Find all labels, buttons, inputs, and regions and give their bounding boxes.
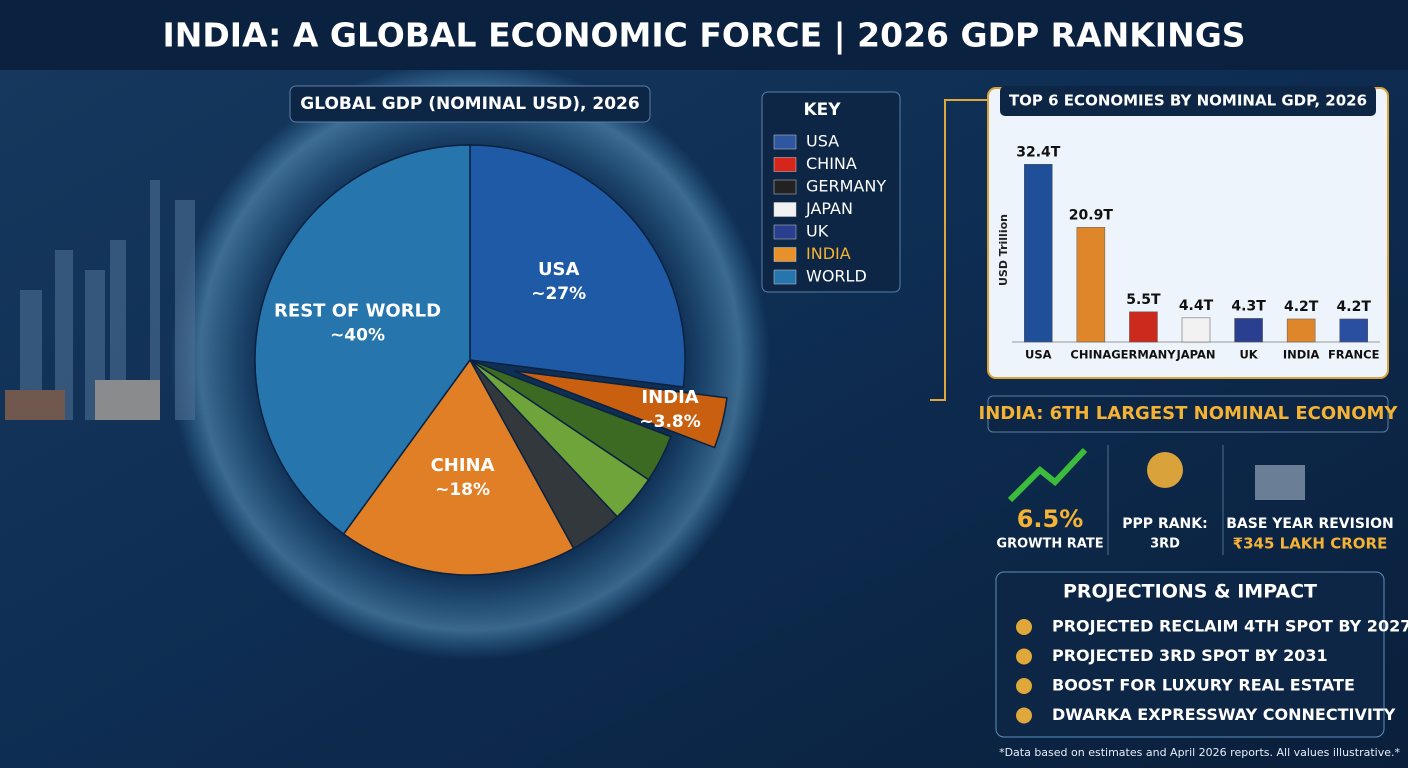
- pie-title: GLOBAL GDP (NOMINAL USD), 2026: [300, 94, 639, 114]
- key-label: USA: [806, 132, 839, 151]
- key-label: UK: [806, 222, 829, 241]
- bar: [1234, 318, 1263, 343]
- key-label: INDIA: [806, 244, 851, 263]
- projections: PROJECTED RECLAIM 4TH SPOT BY 2027 PROJEC…: [1016, 617, 1408, 724]
- value-label: 32.4T: [1016, 144, 1061, 160]
- key-label: GERMANY: [806, 177, 886, 196]
- stat-sub: ₹345 LAKH CRORE: [1233, 535, 1388, 553]
- key-title: KEY: [803, 100, 841, 120]
- projections-title: PROJECTIONS & IMPACT: [1063, 581, 1317, 603]
- projection-item: DWARKA EXPRESSWAY CONNECTIVITY: [1052, 705, 1396, 724]
- slice-label: REST OF WORLD: [274, 300, 441, 321]
- stat-sub: 3RD: [1150, 537, 1180, 552]
- value-label: ~27%: [531, 284, 586, 304]
- growth-arrow: [1007, 447, 1088, 503]
- connector: [930, 99, 988, 401]
- bar: [1286, 318, 1316, 343]
- projection-icon: [1016, 619, 1032, 635]
- projection-item: PROJECTED 3RD SPOT BY 2031: [1052, 646, 1328, 665]
- skyline: [5, 180, 195, 420]
- stats-title-box: [987, 395, 1389, 433]
- key-swatch: [773, 269, 797, 285]
- pie-chart: USA ~27% INDIA ~3.8% CHINA ~18% REST OF WORLD ~…: [254, 144, 728, 576]
- x-tick-label: GERMANY: [1111, 348, 1176, 362]
- stat-main: 6.5%: [1017, 505, 1084, 533]
- projection-icon: [1016, 648, 1032, 665]
- x-tick-label: CHINA: [1070, 348, 1111, 362]
- projection-icon: [1016, 707, 1032, 724]
- value-label: 4.4T: [1179, 298, 1214, 314]
- bar: [1076, 227, 1106, 343]
- projection-item: BOOST FOR LUXURY REAL ESTATE: [1052, 676, 1355, 695]
- value-label: 4.2T: [1337, 299, 1372, 315]
- bar: [1339, 318, 1368, 343]
- factory-icon: [1255, 465, 1305, 500]
- x-tick-label: FRANCE: [1328, 348, 1380, 362]
- projections-panel: [995, 571, 1385, 738]
- key-label: CHINA: [806, 154, 857, 173]
- bar: [1181, 317, 1211, 343]
- pie-slice: [469, 144, 686, 388]
- value-label: ~3.8%: [639, 412, 700, 432]
- bar-title: TOP 6 ECONOMIES BY NOMINAL GDP, 2026: [1009, 92, 1367, 110]
- value-label: 4.3T: [1231, 298, 1266, 314]
- footnote: *Data based on estimates and April 2026 …: [999, 746, 1400, 759]
- key-swatch: [773, 224, 797, 240]
- pie-title-box: [289, 85, 651, 123]
- value-label: ~40%: [330, 325, 385, 345]
- pie-slice: [513, 370, 728, 449]
- stats: 6.5% GROWTH RATE PPP RANK: 3RD BASE YEAR REV…: [996, 445, 1394, 555]
- stat-main: PPP RANK:: [1122, 516, 1207, 532]
- x-tick-label: INDIA: [1283, 348, 1320, 362]
- pie-slice: [342, 358, 575, 576]
- header-bar: [0, 0, 1408, 70]
- value-label: ~18%: [435, 480, 490, 500]
- money-icon: [1147, 452, 1183, 488]
- value-label: 5.5T: [1126, 292, 1161, 308]
- bar: [1024, 164, 1053, 343]
- key: USA CHINA GERMANY JAPAN UK INDIA WORLD: [773, 132, 886, 286]
- key-swatch: [773, 134, 797, 150]
- key-swatch: [773, 179, 797, 195]
- page-title: INDIA: A GLOBAL ECONOMIC FORCE | 2026 GD…: [162, 16, 1245, 55]
- stats-title: INDIA: 6TH LARGEST NOMINAL ECONOMY: [979, 403, 1399, 424]
- slice-label: CHINA: [431, 455, 495, 476]
- bar-title-box: [1000, 86, 1376, 116]
- stat-main: BASE YEAR REVISION: [1226, 516, 1394, 532]
- slice-label: USA: [538, 259, 580, 280]
- value-label: 4.2T: [1284, 299, 1319, 315]
- x-tick-label: JAPAN: [1175, 348, 1215, 362]
- key-swatch: [773, 202, 797, 217]
- stat-sub: GROWTH RATE: [996, 537, 1103, 552]
- key-swatch: [773, 157, 797, 172]
- projection-icon: [1016, 678, 1032, 694]
- key-panel: [761, 91, 901, 293]
- key-label: WORLD: [806, 267, 867, 286]
- key-label: JAPAN: [805, 199, 853, 218]
- x-tick-label: UK: [1239, 348, 1258, 362]
- pie-slice: [254, 144, 471, 535]
- bar: [1129, 311, 1158, 343]
- y-axis-label: USD Trillion: [997, 214, 1010, 286]
- projection-item: PROJECTED RECLAIM 4TH SPOT BY 2027: [1052, 617, 1408, 636]
- bar-chart: 32.4T USA 20.9T CHINA 5.5T GERMANY 4.4T JAPAN 4.…: [1012, 144, 1380, 362]
- slice-label: INDIA: [641, 387, 698, 408]
- x-tick-label: USA: [1025, 348, 1052, 362]
- key-swatch: [773, 247, 797, 262]
- value-label: 20.9T: [1069, 207, 1114, 223]
